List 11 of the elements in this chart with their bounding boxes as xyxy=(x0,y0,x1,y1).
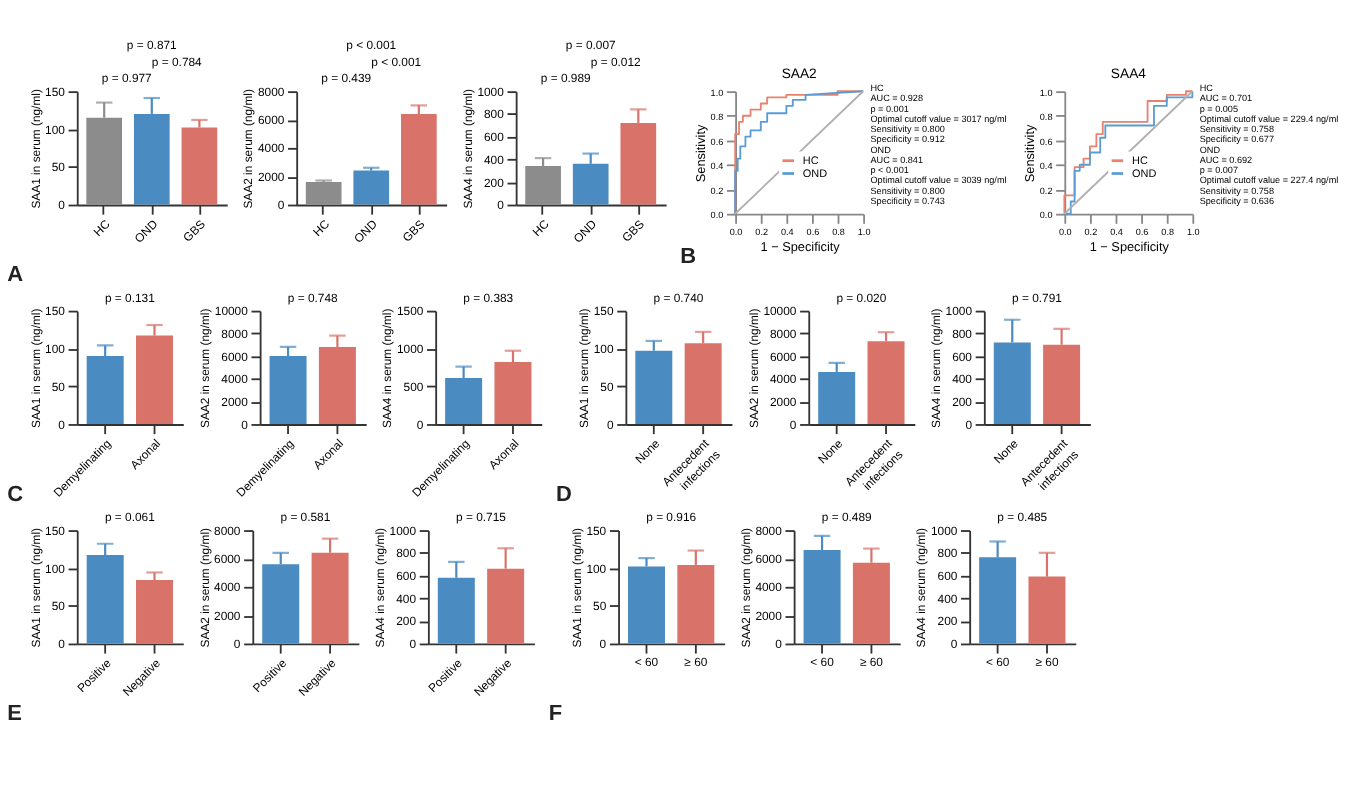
text: F xyxy=(548,702,563,727)
text: A xyxy=(7,263,24,288)
text: B xyxy=(680,245,697,270)
text: D xyxy=(555,482,572,507)
bar xyxy=(572,163,609,205)
text: E xyxy=(7,702,22,727)
bar xyxy=(401,113,437,205)
bar xyxy=(305,181,342,205)
bar xyxy=(181,127,218,205)
bar xyxy=(525,166,561,205)
text: C xyxy=(7,482,24,507)
